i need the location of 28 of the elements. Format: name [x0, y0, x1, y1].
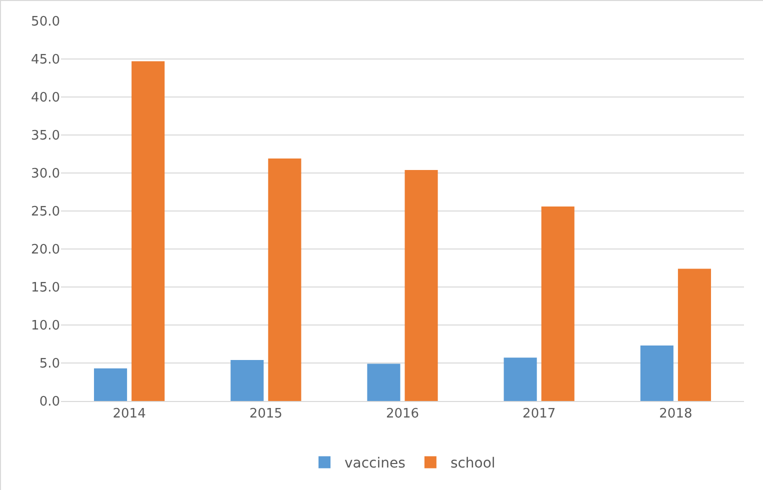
bar: [404, 170, 438, 401]
x-tick-label: 2018: [659, 406, 692, 422]
legend-label: school: [450, 456, 496, 472]
y-tick-label: 15.0: [31, 280, 60, 296]
bar: [541, 206, 574, 401]
y-tick-label: 35.0: [31, 128, 60, 144]
y-tick-label: 50.0: [31, 14, 60, 30]
y-tick-label: 5.0: [39, 356, 60, 372]
bar: [678, 268, 712, 401]
x-tick-label: 2017: [522, 406, 556, 422]
bar: [132, 61, 165, 401]
y-tick-label: 45.0: [31, 52, 60, 68]
y-tick-label: 20.0: [31, 242, 60, 258]
bar: [504, 358, 537, 401]
legend-label: vaccines: [344, 456, 406, 472]
x-tick-label: 2015: [249, 406, 282, 422]
bar: [268, 158, 302, 401]
bar: [367, 364, 400, 401]
bar: [230, 360, 264, 401]
bar: [640, 346, 674, 401]
x-tick-label: 2014: [112, 406, 146, 422]
x-tick-label: 2016: [386, 406, 420, 422]
y-tick-label: 25.0: [31, 204, 60, 220]
y-tick-label: 30.0: [31, 166, 60, 182]
y-tick-label: 0.0: [39, 394, 60, 410]
y-tick-label: 10.0: [31, 318, 60, 334]
bar: [94, 368, 128, 401]
y-tick-label: 40.0: [31, 90, 60, 106]
